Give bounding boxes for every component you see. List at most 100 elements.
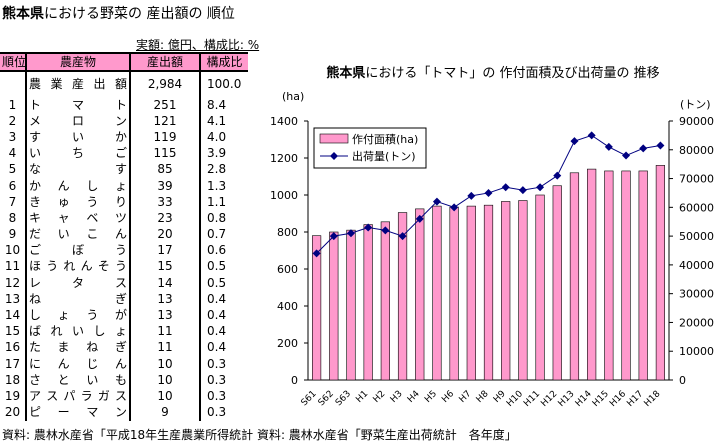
x-tick-label: H6 — [440, 389, 456, 405]
chart-title: 熊本県における「トマト」の 作付面積及び出荷量の 推移 — [326, 65, 659, 81]
shipment-point — [467, 191, 476, 200]
left-tick-label: 1400 — [270, 115, 298, 128]
share-cell: 1.3 — [207, 178, 227, 193]
right-tick-label: 20000 — [679, 316, 714, 329]
table-row: 17 にんじん 10 0.3 — [0, 356, 248, 373]
shipment-point — [518, 186, 527, 195]
product-cell: さといも — [26, 372, 131, 389]
left-tick-label: 1200 — [270, 152, 298, 165]
area-bar — [329, 231, 339, 381]
rank-cell: 15 — [0, 323, 27, 340]
value-cell: 121 — [130, 113, 201, 130]
value-cell: 33 — [130, 194, 201, 211]
area-bar — [363, 224, 373, 381]
x-tick-label: H3 — [389, 389, 405, 405]
product-cell: たまねぎ — [26, 339, 131, 356]
area-bar — [466, 205, 476, 381]
legend-bar-swatch — [319, 133, 349, 144]
product-cell: キャベツ — [26, 210, 131, 227]
x-tick-label: H12 — [539, 389, 559, 409]
rank-cell: 20 — [0, 404, 27, 421]
area-bar — [655, 165, 666, 381]
area-bar — [638, 170, 648, 381]
share-cell: 0.6 — [207, 243, 227, 258]
rank-cell: 19 — [0, 388, 27, 405]
area-bar — [449, 206, 459, 381]
table-row: 16 たまねぎ 11 0.4 — [0, 339, 248, 356]
table-row: 19 アスパラガス 10 0.3 — [0, 388, 248, 405]
share-cell: 0.3 — [207, 356, 227, 371]
area-bar — [415, 208, 425, 381]
value-cell: 251 — [130, 97, 201, 114]
value-cell: 17 — [130, 242, 201, 259]
product-cell: きゅうり — [26, 194, 131, 211]
x-tick-label: H17 — [625, 389, 645, 409]
total-share: 100.0 — [207, 77, 242, 91]
area-bar — [587, 168, 597, 381]
title-bold: 熊本県 — [2, 6, 44, 22]
x-tick-label: H8 — [475, 389, 491, 405]
rank-cell: 8 — [0, 210, 27, 227]
table-row: 3 すいか 119 4.0 — [0, 129, 248, 146]
shipment-point — [622, 151, 631, 160]
table-row: 5 なす 85 2.8 — [0, 161, 248, 178]
x-tick-label: H7 — [458, 389, 474, 405]
x-tick-label: H18 — [643, 389, 663, 409]
share-cell: 0.3 — [207, 388, 227, 403]
left-axis-label: (ha) — [282, 90, 304, 103]
shipment-point — [501, 183, 510, 192]
share-cell: 0.5 — [207, 259, 227, 274]
share-cell: 0.4 — [207, 324, 227, 339]
area-bar — [621, 170, 631, 381]
shipment-point — [570, 137, 579, 146]
x-tick-label: H16 — [608, 389, 628, 409]
value-cell: 119 — [130, 129, 201, 146]
x-tick-label: S62 — [317, 389, 336, 408]
legend-label-area: 作付面積(ha) — [352, 132, 418, 146]
area-bar — [346, 229, 356, 381]
ranking-table: 順位 農産物 産出額 構成比 農業産出額 2,984 100.0 1 トマト 251 8.… — [0, 52, 248, 421]
rank-cell: 16 — [0, 339, 27, 356]
product-cell: にんじん — [26, 356, 131, 373]
rank-cell: 5 — [0, 161, 27, 178]
legend-label-shipment: 出荷量(トン) — [352, 149, 416, 163]
area-bar — [483, 204, 494, 381]
area-bar — [604, 170, 614, 381]
chart-title-rest: における「トマト」の 作付面積及び出荷量の 推移 — [365, 66, 659, 81]
left-tick-label: 0 — [291, 374, 298, 387]
total-rank-cell — [0, 71, 27, 97]
shipment-point — [329, 232, 338, 241]
header-share: 構成比 — [200, 52, 248, 72]
left-tick-label: 800 — [277, 226, 298, 239]
share-cell: 8.4 — [207, 97, 227, 112]
product-cell: ほうれんそう — [26, 258, 131, 276]
shipment-point — [415, 214, 424, 223]
right-tick-label: 90000 — [679, 115, 714, 128]
rank-cell: 3 — [0, 129, 27, 146]
share-cell: 0.3 — [207, 372, 227, 387]
right-tick-label: 70000 — [679, 173, 714, 186]
table-row: 20 ピーマン 9 0.3 — [0, 404, 248, 421]
rank-cell: 11 — [0, 258, 27, 276]
value-cell: 10 — [130, 388, 201, 405]
area-bar — [535, 194, 545, 381]
x-tick-label: S63 — [334, 389, 353, 408]
value-cell: 13 — [130, 307, 201, 324]
unit-note: 実額: 億円、構成比: % — [136, 38, 260, 52]
value-cell: 39 — [130, 177, 201, 195]
shipment-point — [432, 197, 441, 206]
rank-cell: 2 — [0, 113, 27, 130]
rank-cell: 12 — [0, 275, 27, 292]
rank-cell: 6 — [0, 177, 27, 195]
share-cell: 0.3 — [207, 405, 227, 420]
product-cell: ピーマン — [26, 404, 131, 421]
right-axis-label: (トン) — [680, 98, 711, 111]
product-cell: かんしょ — [26, 177, 131, 195]
value-cell: 10 — [130, 356, 201, 373]
value-cell: 11 — [130, 323, 201, 340]
share-cell: 0.4 — [207, 340, 227, 355]
x-tick-label: H14 — [574, 389, 594, 409]
product-cell: しょうが — [26, 307, 131, 324]
value-cell: 15 — [130, 258, 201, 276]
rank-cell: 18 — [0, 372, 27, 389]
